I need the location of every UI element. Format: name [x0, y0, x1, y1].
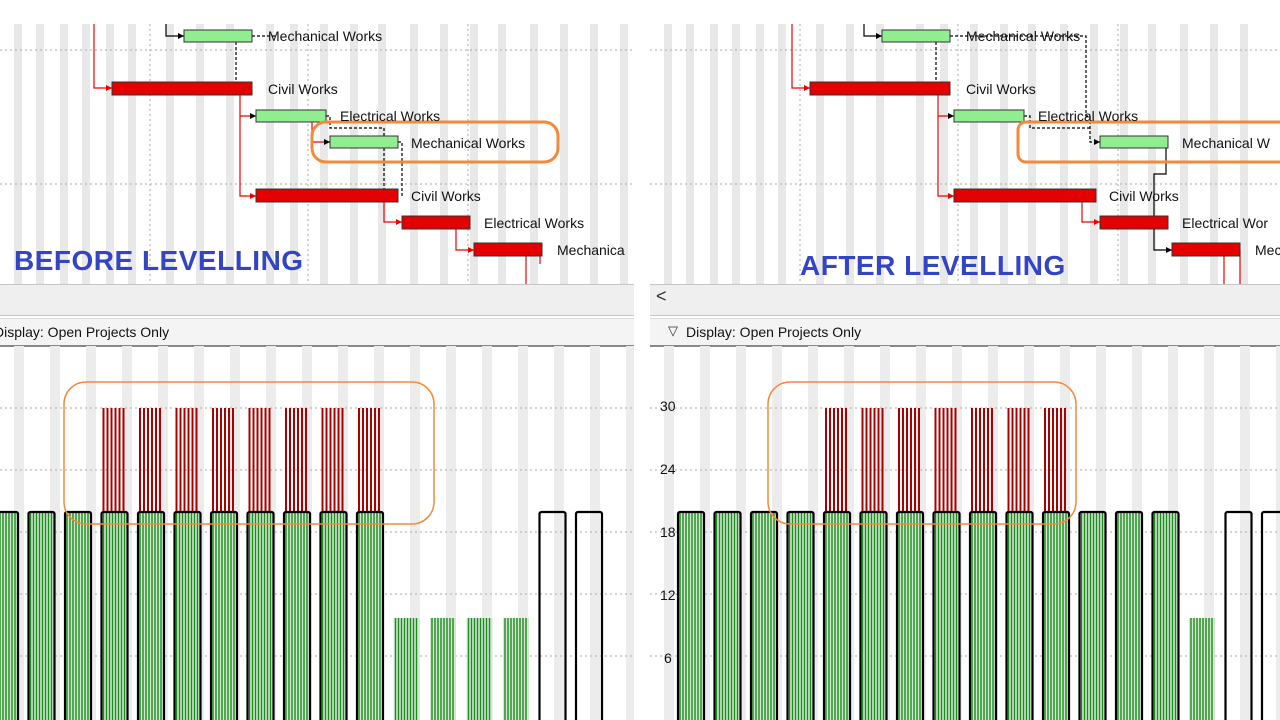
- grid-band: [590, 346, 600, 720]
- gantt-bars: [809, 29, 1241, 257]
- histogram-bar: [1151, 510, 1180, 720]
- histogram-canvas: [650, 346, 1280, 720]
- histogram-bar: [100, 408, 129, 720]
- histogram-bar: [1005, 408, 1034, 720]
- gantt-canvas: [650, 24, 1280, 284]
- histogram-bar: [466, 618, 493, 720]
- histogram-bar: [1114, 510, 1144, 720]
- overload-highlight: [767, 381, 1077, 525]
- histogram-bar: [0, 510, 20, 720]
- histogram-bar: [968, 408, 998, 720]
- overload-highlight: [63, 381, 435, 525]
- scroll-left-icon[interactable]: <: [656, 286, 667, 306]
- task-label: Electrical Wor: [1182, 215, 1269, 231]
- after-levelling-panel: Mechanical Works Civil Works Electrical …: [650, 0, 1280, 720]
- histogram-bar: [27, 510, 56, 720]
- grid-band: [482, 346, 492, 720]
- gantt-chart: [0, 24, 634, 284]
- histogram-bar: [749, 510, 779, 720]
- histogram-bar: [1224, 510, 1253, 720]
- task-label: Electrical Works: [340, 108, 441, 124]
- task-label: Civil Works: [1109, 188, 1179, 204]
- histogram-bar: [1078, 510, 1107, 720]
- before-levelling-panel: Mechanical Works Civil Works Electrical …: [0, 0, 634, 720]
- histogram-bar: [503, 618, 529, 720]
- task-label: Mechanical Works: [966, 28, 1081, 44]
- histogram-bar: [713, 510, 742, 720]
- task-label: Electrical Works: [484, 215, 585, 231]
- task-label: Civil Works: [268, 81, 338, 97]
- chevron-down-icon[interactable]: ▽: [668, 323, 678, 338]
- display-filter-bar[interactable]: Display: Open Projects Only: [0, 318, 634, 347]
- gantt-bars: [111, 29, 543, 257]
- histogram-bar: [538, 510, 567, 720]
- histogram-bar: [430, 618, 456, 720]
- histogram-bar: [319, 408, 348, 720]
- histogram-bar: [1260, 510, 1280, 720]
- grid-band: [446, 346, 456, 720]
- histogram-bar: [246, 408, 275, 720]
- display-filter-label[interactable]: Display: Open Projects Only: [0, 324, 170, 340]
- histogram-bar: [859, 408, 888, 720]
- task-label: Electrical Works: [1038, 108, 1139, 124]
- display-filter-bar[interactable]: ▽ Display: Open Projects Only: [650, 318, 1280, 347]
- histogram-bar: [173, 408, 202, 720]
- y-tick-label: 30: [660, 398, 676, 414]
- y-tick-label: 24: [660, 461, 676, 477]
- histogram-bar: [822, 408, 852, 720]
- y-tick-label: 12: [660, 587, 676, 603]
- task-label: Mechanica: [557, 242, 625, 258]
- grid-band: [664, 346, 674, 720]
- grid-band: [410, 346, 420, 720]
- grid-band: [1276, 346, 1280, 720]
- histogram-bar: [574, 510, 604, 720]
- resource-histogram: [0, 346, 634, 720]
- histogram-bar: [63, 510, 93, 720]
- task-label: Mechanical Works: [268, 28, 383, 44]
- task-label: Mec: [1255, 242, 1280, 258]
- histogram-bar: [932, 408, 961, 720]
- task-label: Civil Works: [966, 81, 1036, 97]
- pane-separator[interactable]: [0, 284, 634, 316]
- gantt-gridlines: [650, 24, 1280, 284]
- highlight-outline: [1016, 120, 1280, 164]
- link-arrows: [106, 33, 474, 253]
- pane-separator[interactable]: [650, 284, 1280, 316]
- panel-divider: [634, 0, 650, 720]
- histogram-bar: [786, 510, 815, 720]
- y-tick-label: 6: [664, 650, 672, 666]
- grid-band: [1204, 346, 1214, 720]
- gantt-canvas: [0, 24, 634, 284]
- gantt-links: [93, 24, 541, 284]
- gantt-chart: [650, 24, 1280, 284]
- grid-band: [554, 346, 564, 720]
- histogram-canvas: [0, 346, 634, 720]
- task-label: Mechanical W: [1182, 135, 1270, 151]
- before-levelling-title: BEFORE LEVELLING: [14, 245, 304, 276]
- link-arrows: [804, 33, 1172, 253]
- histogram-bar: [355, 408, 385, 720]
- histogram-bar: [282, 408, 312, 720]
- resource-histogram: 30 24 18 12 6: [650, 346, 1280, 720]
- y-tick-label: 18: [660, 524, 676, 540]
- grid-band: [518, 346, 528, 720]
- task-label: Mechanical Works: [411, 135, 526, 151]
- display-filter-label[interactable]: Display: Open Projects Only: [686, 324, 862, 340]
- histogram-bar: [676, 510, 706, 720]
- gantt-gridlines: [0, 24, 634, 284]
- histogram-bar: [1189, 618, 1215, 720]
- after-levelling-title: AFTER LEVELLING: [800, 250, 1066, 281]
- grid-band: [1240, 346, 1250, 720]
- task-label: Civil Works: [411, 188, 481, 204]
- histogram-bar: [209, 408, 239, 720]
- grid-band: [626, 346, 634, 720]
- histogram-bar: [136, 408, 166, 720]
- highlight-outline: [310, 120, 560, 164]
- histogram-bar: [895, 408, 925, 720]
- histogram-bar: [1041, 408, 1071, 720]
- histogram-bar: [393, 618, 420, 720]
